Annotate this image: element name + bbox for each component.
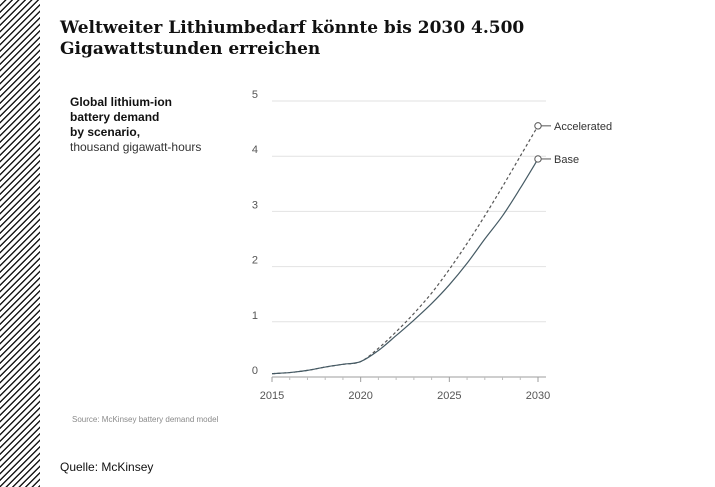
y-tick-label: 3 xyxy=(252,199,258,211)
chart-series xyxy=(271,125,539,375)
y-tick-label: 5 xyxy=(252,89,258,101)
y-tick-label: 1 xyxy=(252,310,258,322)
y-tick-label: 2 xyxy=(252,255,258,267)
series-label: Accelerated xyxy=(554,121,612,133)
series-label: Base xyxy=(554,154,579,166)
decorative-stripe-band xyxy=(0,0,40,487)
page-title: Weltweiter Lithiumbedarf könnte bis 2030… xyxy=(60,18,525,59)
chart-series-labels: Accelerated Base xyxy=(534,121,612,166)
series-line-accelerated xyxy=(271,125,539,375)
chart-gridlines xyxy=(272,100,546,378)
series-line-base xyxy=(271,158,539,375)
x-tick-label: 2020 xyxy=(348,390,372,402)
chart-title-line: Global lithium-ion xyxy=(70,95,172,109)
x-tick-label: 2030 xyxy=(526,390,550,402)
chart-footnote-text: Source: McKinsey battery demand model xyxy=(72,415,219,424)
chart-title-line: battery demand xyxy=(70,110,159,124)
x-tick-label: 2025 xyxy=(437,390,461,402)
chart-footnote: Source: McKinsey battery demand model xyxy=(72,415,219,424)
x-tick-label: 2015 xyxy=(260,390,284,402)
chart-subtitle: thousand gigawatt-hours xyxy=(70,140,201,154)
source-note: Quelle: McKinsey xyxy=(60,460,154,474)
series-end-marker xyxy=(534,155,542,163)
chart-title-line: by scenario, xyxy=(70,125,140,139)
series-end-marker xyxy=(534,122,542,130)
y-tick-label: 0 xyxy=(252,365,258,377)
y-tick-label: 4 xyxy=(252,144,258,156)
chart-axes: 0 1 2 3 4 5 2015 2020 2025 2030 xyxy=(252,89,550,402)
